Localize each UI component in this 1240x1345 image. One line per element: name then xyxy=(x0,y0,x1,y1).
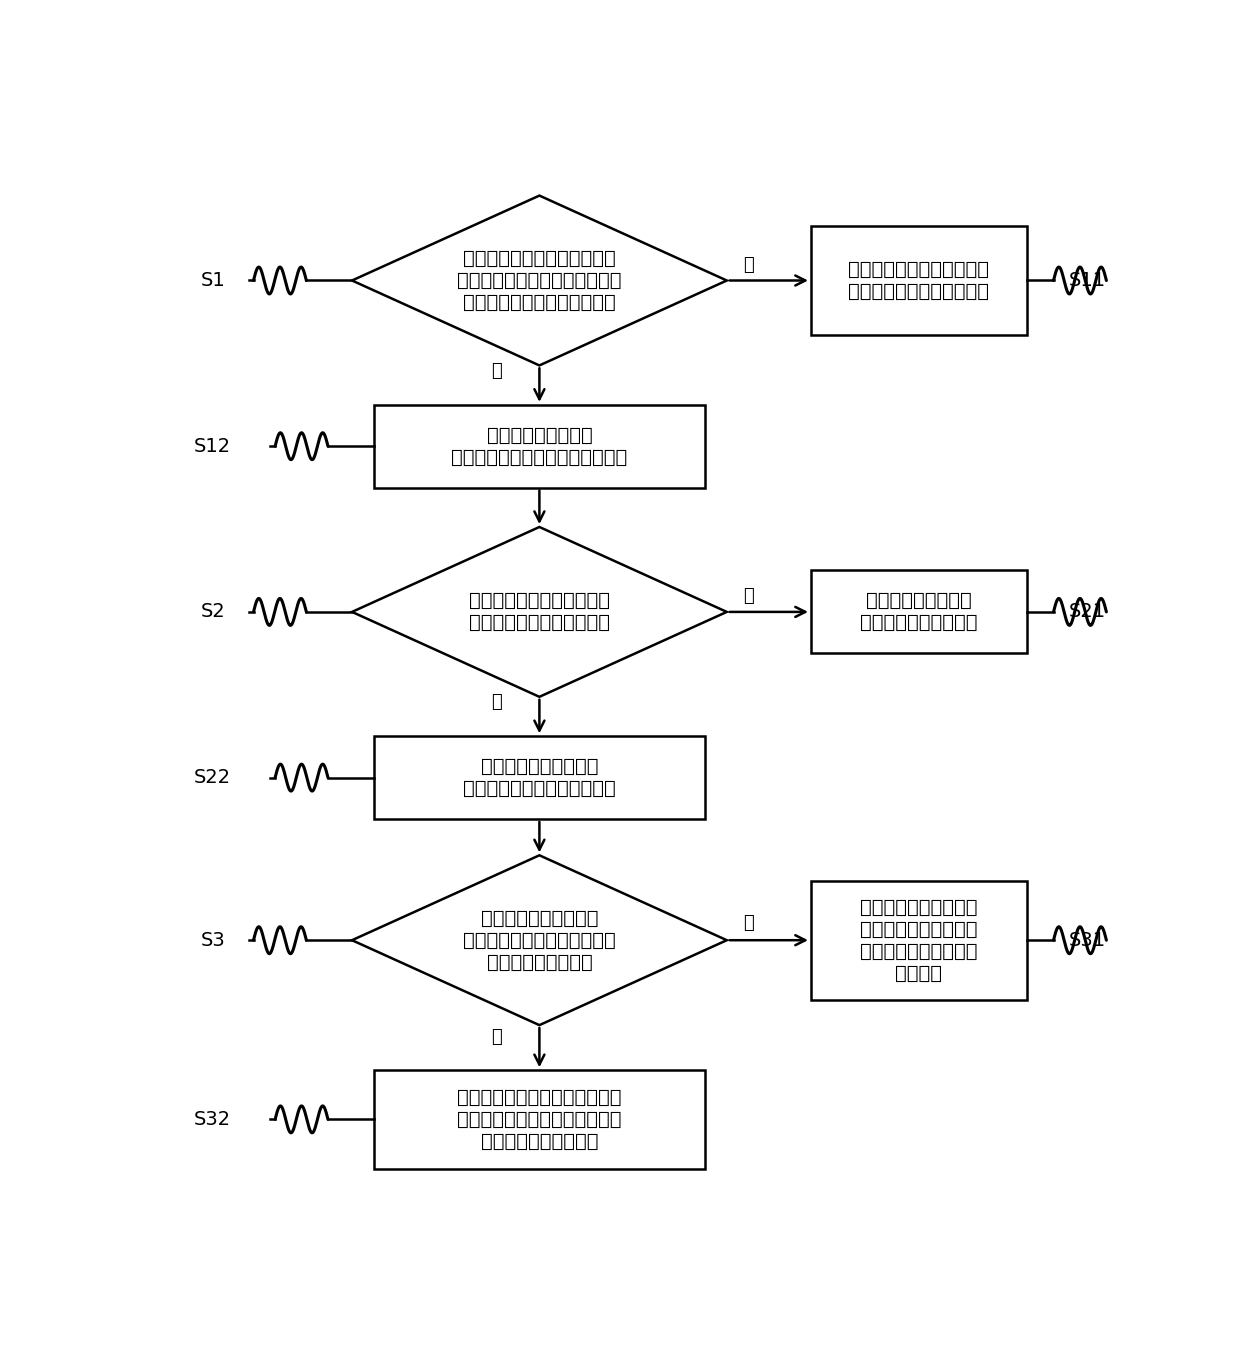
Bar xyxy=(373,736,706,819)
Text: 是: 是 xyxy=(744,256,754,274)
Text: 判断每组芯片组的工作
电流与预设工作电流的差值是
否超过预设电流差值: 判断每组芯片组的工作 电流与预设工作电流的差值是 否超过预设电流差值 xyxy=(463,909,616,971)
Text: S21: S21 xyxy=(1069,603,1106,621)
Text: 工作电流与预设工作电
流的差值超过预设电流
差值的芯片组与变电流
装置连接: 工作电流与预设工作电 流的差值超过预设电流 差值的芯片组与变电流 装置连接 xyxy=(861,897,978,983)
Text: 检测工作电压未超过
额定充电电压的芯片组的输出功率: 检测工作电压未超过 额定充电电压的芯片组的输出功率 xyxy=(451,426,627,467)
Bar xyxy=(811,881,1027,999)
Text: 检测工作电流与预设工作电流的
差值未超过预设电流差值的所有
芯片组的工作电压之和: 检测工作电流与预设工作电流的 差值未超过预设电流差值的所有 芯片组的工作电压之和 xyxy=(458,1088,621,1151)
Text: 检测输出功率超过预设
输出功率的芯片组的工作电流: 检测输出功率超过预设 输出功率的芯片组的工作电流 xyxy=(463,757,616,798)
Text: 使工作电压超过额定充电电
压的芯片组向储能装置充电: 使工作电压超过额定充电电 压的芯片组向储能装置充电 xyxy=(848,260,990,301)
Text: 是: 是 xyxy=(491,693,501,712)
Text: S31: S31 xyxy=(1069,931,1106,950)
Bar xyxy=(811,226,1027,335)
Text: 否: 否 xyxy=(491,1028,501,1045)
Bar xyxy=(811,570,1027,654)
Text: S32: S32 xyxy=(195,1110,231,1128)
Text: S3: S3 xyxy=(201,931,224,950)
Text: 检测每组芯片组的工作电压，
判断每组芯片组的工作电压是否
超过储能装置的额定充电电压: 检测每组芯片组的工作电压， 判断每组芯片组的工作电压是否 超过储能装置的额定充电… xyxy=(458,249,621,312)
Text: S1: S1 xyxy=(201,270,224,291)
Text: 否: 否 xyxy=(744,588,754,605)
Text: 断开输出功率未超过
预设输出功率的芯片组: 断开输出功率未超过 预设输出功率的芯片组 xyxy=(861,592,978,632)
Text: 否: 否 xyxy=(491,362,501,379)
Text: 判断每组所述芯片组的输出
功率是否超过预设输出功率: 判断每组所述芯片组的输出 功率是否超过预设输出功率 xyxy=(469,592,610,632)
Bar xyxy=(373,405,706,488)
Text: 是: 是 xyxy=(744,913,754,932)
Text: S11: S11 xyxy=(1069,270,1106,291)
Bar xyxy=(373,1071,706,1169)
Text: S22: S22 xyxy=(195,768,231,787)
Text: S2: S2 xyxy=(201,603,224,621)
Text: S12: S12 xyxy=(195,437,231,456)
